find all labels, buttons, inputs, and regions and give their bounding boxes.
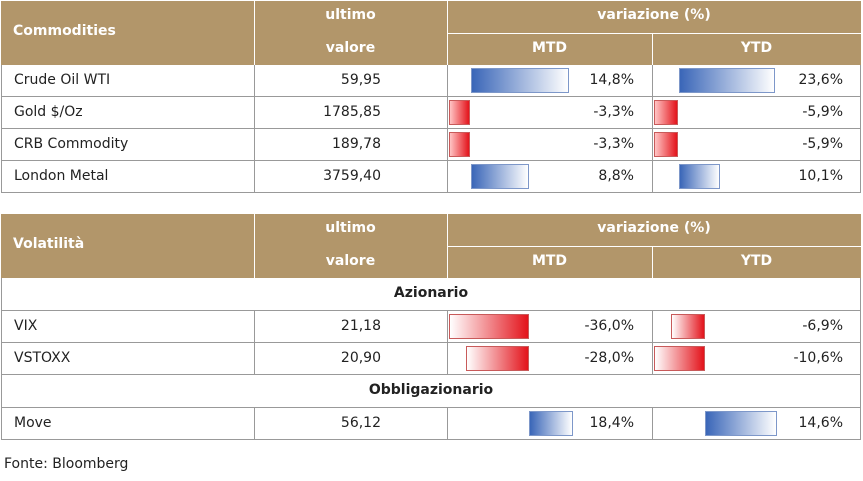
row-ytd: 10,1%: [798, 168, 843, 184]
last-value-header-line2: valore: [325, 253, 376, 269]
ytd-bar: [671, 314, 705, 339]
row-name: London Metal: [14, 168, 109, 184]
ytd-bar: [705, 411, 777, 436]
row-name: Crude Oil WTI: [14, 72, 111, 88]
ytd-bar: [654, 346, 705, 371]
section-equity: Azionario: [1, 278, 861, 311]
row-name: CRB Commodity: [14, 136, 129, 152]
row-name: VSTOXX: [14, 350, 71, 366]
row-value: 56,12: [340, 415, 381, 431]
row-ytd: -10,6%: [793, 350, 843, 366]
row-mtd: 8,8%: [598, 168, 634, 184]
volatility-table: Volatilità ultimo valore variazione (%) …: [1, 214, 861, 440]
row-value: 1785,85: [323, 104, 381, 120]
row-ytd: -6,9%: [802, 318, 843, 334]
table-row: VSTOXX 20,90 -28,0% -10,6%: [1, 343, 861, 375]
row-name: VIX: [14, 318, 38, 334]
ytd-header: YTD: [740, 40, 773, 56]
mtd-bar: [471, 68, 569, 93]
row-value: 3759,40: [323, 168, 381, 184]
mtd-bar: [449, 314, 529, 339]
row-ytd: 14,6%: [798, 415, 843, 431]
last-value-header-line1: ultimo: [325, 220, 376, 236]
ytd-bar: [654, 132, 678, 157]
table-row: CRB Commodity 189,78 -3,3% -5,9%: [1, 129, 861, 161]
volatility-title: Volatilità: [13, 236, 85, 252]
ytd-header: YTD: [740, 253, 773, 269]
row-ytd: 23,6%: [798, 72, 843, 88]
row-name: Move: [14, 415, 52, 431]
table-row: Move 56,12 18,4% 14,6%: [1, 408, 861, 440]
row-ytd: -5,9%: [802, 104, 843, 120]
ytd-bar: [679, 68, 775, 93]
table-row: Crude Oil WTI 59,95 14,8% 23,6%: [1, 65, 861, 97]
row-ytd: -5,9%: [802, 136, 843, 152]
last-value-header-line2: valore: [325, 40, 376, 56]
row-mtd: -3,3%: [593, 136, 634, 152]
volatility-header: Volatilità ultimo valore variazione (%) …: [1, 214, 861, 278]
commodities-table: Commodities ultimo valore variazione (%)…: [1, 1, 861, 193]
mtd-header: MTD: [531, 40, 568, 56]
table-row: London Metal 3759,40 8,8% 10,1%: [1, 161, 861, 193]
row-value: 59,95: [340, 72, 381, 88]
row-value: 189,78: [332, 136, 381, 152]
mtd-bar: [449, 132, 470, 157]
mtd-bar: [471, 164, 529, 189]
ytd-bar: [654, 100, 678, 125]
mtd-header: MTD: [531, 253, 568, 269]
mtd-bar: [449, 100, 470, 125]
ytd-bar: [679, 164, 720, 189]
row-name: Gold $/Oz: [14, 104, 83, 120]
source-note: Fonte: Bloomberg: [4, 456, 129, 472]
row-mtd: 14,8%: [589, 72, 634, 88]
commodities-title: Commodities: [13, 23, 116, 39]
table-row: VIX 21,18 -36,0% -6,9%: [1, 311, 861, 343]
mtd-bar: [466, 346, 529, 371]
mtd-bar: [529, 411, 573, 436]
change-header: variazione (%): [597, 7, 711, 23]
row-value: 20,90: [340, 350, 381, 366]
row-value: 21,18: [340, 318, 381, 334]
table-row: Gold $/Oz 1785,85 -3,3% -5,9%: [1, 97, 861, 129]
row-mtd: -3,3%: [593, 104, 634, 120]
row-mtd: -28,0%: [584, 350, 634, 366]
row-mtd: 18,4%: [589, 415, 634, 431]
row-mtd: -36,0%: [584, 318, 634, 334]
last-value-header-line1: ultimo: [325, 7, 376, 23]
commodities-header: Commodities ultimo valore variazione (%)…: [1, 1, 861, 65]
section-bonds: Obbligazionario: [1, 375, 861, 408]
change-header: variazione (%): [597, 220, 711, 236]
